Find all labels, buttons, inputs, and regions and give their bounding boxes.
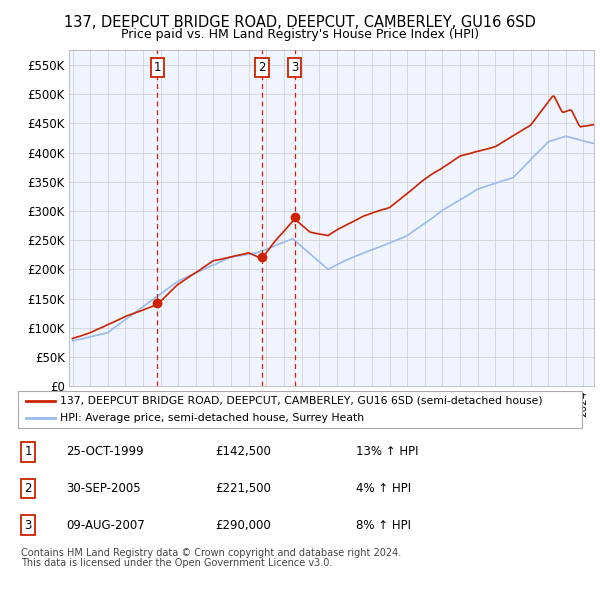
Text: 13% ↑ HPI: 13% ↑ HPI	[356, 445, 419, 458]
Text: £142,500: £142,500	[215, 445, 271, 458]
Text: 25-OCT-1999: 25-OCT-1999	[66, 445, 143, 458]
Text: 2: 2	[258, 61, 266, 74]
Text: 30-SEP-2005: 30-SEP-2005	[66, 482, 140, 495]
Text: Price paid vs. HM Land Registry's House Price Index (HPI): Price paid vs. HM Land Registry's House …	[121, 28, 479, 41]
Text: 4% ↑ HPI: 4% ↑ HPI	[356, 482, 412, 495]
Text: 09-AUG-2007: 09-AUG-2007	[66, 519, 145, 532]
Text: Contains HM Land Registry data © Crown copyright and database right 2024.: Contains HM Land Registry data © Crown c…	[21, 548, 401, 558]
Text: 3: 3	[291, 61, 298, 74]
Text: 137, DEEPCUT BRIDGE ROAD, DEEPCUT, CAMBERLEY, GU16 6SD (semi-detached house): 137, DEEPCUT BRIDGE ROAD, DEEPCUT, CAMBE…	[60, 396, 543, 405]
Text: 1: 1	[25, 445, 32, 458]
Text: £221,500: £221,500	[215, 482, 271, 495]
Text: £290,000: £290,000	[215, 519, 271, 532]
Text: 8% ↑ HPI: 8% ↑ HPI	[356, 519, 412, 532]
Text: 137, DEEPCUT BRIDGE ROAD, DEEPCUT, CAMBERLEY, GU16 6SD: 137, DEEPCUT BRIDGE ROAD, DEEPCUT, CAMBE…	[64, 15, 536, 30]
Text: 2: 2	[25, 482, 32, 495]
Text: 3: 3	[25, 519, 32, 532]
Text: HPI: Average price, semi-detached house, Surrey Heath: HPI: Average price, semi-detached house,…	[60, 413, 364, 422]
Text: This data is licensed under the Open Government Licence v3.0.: This data is licensed under the Open Gov…	[21, 558, 332, 568]
Text: 1: 1	[154, 61, 161, 74]
